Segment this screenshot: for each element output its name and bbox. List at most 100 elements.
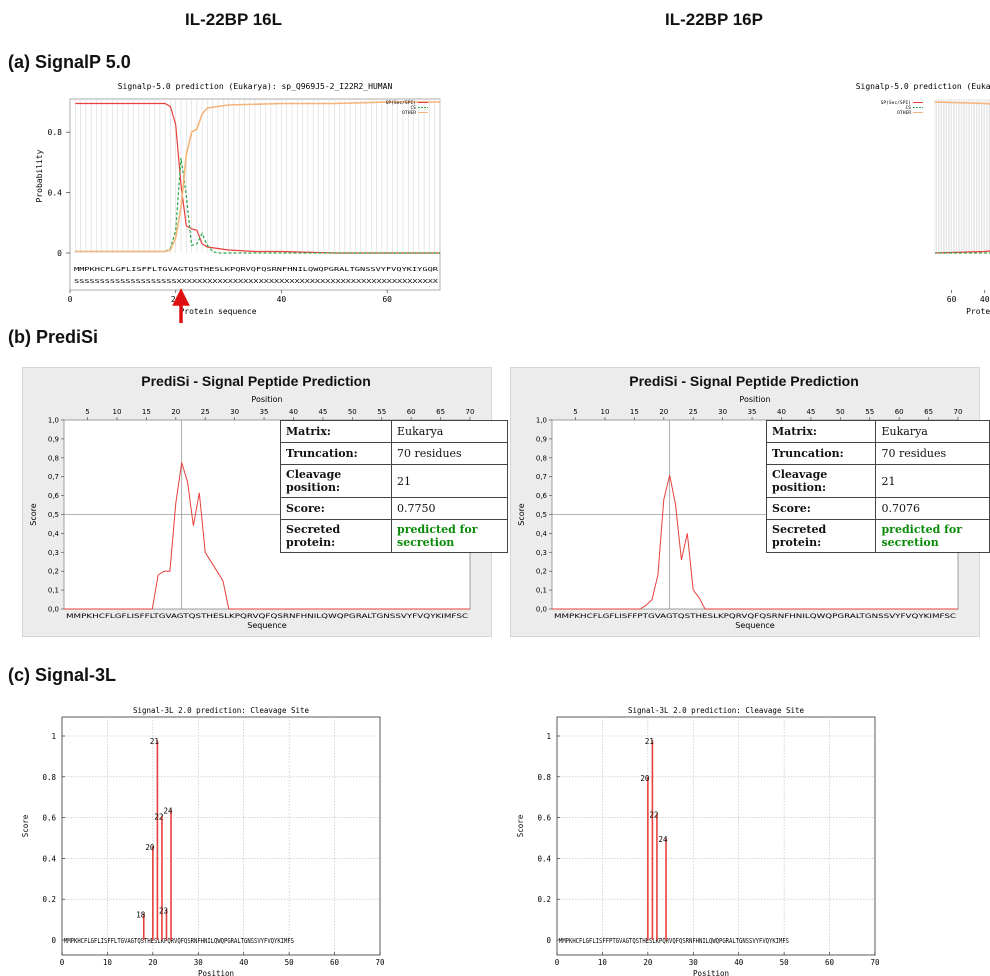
y-tick-label: 0.4	[42, 854, 56, 863]
x-tick-label: 70	[870, 958, 880, 967]
signalp-title: Signalp-5.0 prediction (Eukarya): sp_Q96…	[856, 82, 990, 91]
legend-label: OTHER	[897, 110, 911, 116]
signal3l-xlabel: Position	[693, 969, 729, 976]
y-tick-label: 0,2	[48, 568, 59, 576]
label-text: SSSSSSSSSSSSSSSSSSSSXXXXXXXXXXXXXXXXXXXX…	[74, 279, 439, 285]
predisi-xlabel-top: Position	[251, 395, 282, 404]
table-row: Matrix: Eukarya	[765, 420, 990, 443]
x-tick-label: 60	[825, 958, 835, 967]
section-signal3l: (c) Signal-3L	[8, 665, 117, 685]
table-key: Secreted protein:	[765, 519, 877, 553]
series-line-other	[75, 101, 440, 253]
y-tick-label: 0.6	[42, 814, 56, 823]
table-key: Secreted protein:	[280, 519, 392, 553]
y-tick-label: 1	[546, 732, 551, 741]
y-tick-label: 0,5	[48, 511, 59, 519]
y-tick-label: 0,0	[536, 606, 547, 614]
cleavage-arrow-icon	[172, 288, 190, 323]
bar-label: 20	[145, 843, 155, 852]
sequence-text: MMPKHCFLGFLISFFLTGVAGTQSTHESLKPQRVQFQSRN…	[64, 937, 294, 945]
table-row: Cleavage position: 21	[280, 464, 508, 498]
signal3l-ylabel: Score	[21, 814, 30, 837]
x-tick-label: 20	[643, 958, 653, 967]
legend-label: CS	[410, 105, 416, 111]
x-tick-label: 20	[659, 408, 668, 416]
bar-label: 18	[136, 910, 146, 919]
y-tick-label: 0.6	[537, 814, 551, 823]
x-tick-label: 60	[407, 408, 416, 416]
legend-label: SP(Sec/SPI)	[386, 100, 416, 106]
table-row: Matrix: Eukarya	[280, 420, 508, 443]
x-tick-label: 35	[260, 408, 269, 416]
bar-label: 22	[649, 811, 658, 820]
table-value: 70 residues	[391, 442, 508, 465]
x-tick-label: 60	[895, 408, 904, 416]
x-tick-label: 50	[780, 958, 790, 967]
y-tick-label: 0,3	[536, 549, 547, 557]
signal3l-chart-16p: Signal-3L 2.0 prediction: Cleavage Site 1…	[516, 706, 880, 976]
x-tick-label: 50	[285, 958, 295, 967]
predisi-xlabel-bottom: Sequence	[735, 621, 775, 630]
y-tick-label: 0,2	[536, 568, 547, 576]
x-tick-label: 30	[718, 408, 727, 416]
bar-label: 20	[640, 774, 650, 783]
signalp-chart-16p: Signalp-5.0 prediction (Eukarya): sp_Q96…	[856, 82, 990, 316]
y-tick-label: 0,8	[536, 454, 547, 462]
table-value: 21	[391, 464, 508, 498]
x-tick-label: 70	[954, 408, 963, 416]
table-key: Truncation:	[280, 442, 392, 465]
bar-label: 24	[164, 806, 174, 815]
x-tick-label: 40	[289, 408, 298, 416]
x-tick-label: 60	[330, 958, 340, 967]
x-tick-label: 35	[748, 408, 757, 416]
x-tick-label: 20	[171, 408, 180, 416]
y-tick-label: 0,1	[536, 587, 547, 595]
sequence-text: MMPKHCFLGFLISFFPTGVAGTQSTHESLKPQRVQFQSRN…	[554, 612, 957, 620]
y-tick-label: 0.8	[537, 773, 551, 782]
y-tick-label: 0.4	[48, 189, 63, 198]
y-tick-label: 0.4	[537, 854, 551, 863]
table-row: Secreted protein: predicted for secretion	[765, 519, 990, 553]
bar-label: 21	[150, 737, 159, 746]
x-tick-label: 25	[201, 408, 210, 416]
x-tick-label: 45	[318, 408, 327, 416]
y-tick-label: 0,8	[48, 454, 59, 462]
x-tick-label: 10	[600, 408, 609, 416]
y-tick-label: 0,9	[536, 435, 547, 443]
y-tick-label: 0.8	[42, 773, 56, 782]
signal3l-title: Signal-3L 2.0 prediction: Cleavage Site	[133, 706, 310, 715]
y-tick-label: 0,5	[536, 511, 547, 519]
x-tick-label: 60	[947, 295, 957, 304]
y-tick-label: 1,0	[48, 417, 59, 425]
table-value: predicted for secretion	[875, 519, 990, 553]
bar-label: 23	[159, 906, 168, 915]
x-tick-label: 70	[466, 408, 475, 416]
signal3l-chart-16l: Signal-3L 2.0 prediction: Cleavage Site 1…	[21, 706, 385, 976]
y-tick-label: 0,4	[48, 530, 60, 538]
x-tick-label: 55	[865, 408, 874, 416]
column-title-16l: IL-22BP 16L	[185, 10, 283, 29]
legend-label: SP(Sec/SPI)	[881, 100, 911, 106]
x-tick-label: 40	[277, 295, 287, 304]
x-tick-label: 65	[436, 408, 445, 416]
x-tick-label: 30	[230, 408, 239, 416]
x-tick-label: 20	[148, 958, 158, 967]
x-tick-label: 15	[142, 408, 151, 416]
y-tick-label: 1,0	[536, 417, 547, 425]
x-tick-label: 40	[980, 295, 990, 304]
x-tick-label: 30	[194, 958, 204, 967]
table-value: 21	[875, 464, 990, 498]
table-value: 0.7750	[391, 497, 508, 520]
predisi-title-16l: PrediSi - Signal Peptide Prediction	[141, 373, 371, 389]
signalp-xlabel: Protein sequence	[966, 307, 990, 316]
series-line-sp-sec-spi-	[75, 102, 440, 254]
x-tick-label: 0	[555, 958, 560, 967]
x-tick-label: 25	[689, 408, 698, 416]
y-tick-label: 0,6	[48, 492, 60, 500]
score-line	[64, 462, 470, 610]
signalp-chart-16l: Signalp-5.0 prediction (Eukarya): sp_Q96…	[35, 82, 441, 323]
y-tick-label: 0	[57, 249, 62, 258]
section-predisi: (b) PrediSi	[8, 327, 99, 347]
predisi-xlabel-bottom: Sequence	[247, 621, 287, 630]
signalp-ylabel: Probability	[35, 149, 44, 202]
